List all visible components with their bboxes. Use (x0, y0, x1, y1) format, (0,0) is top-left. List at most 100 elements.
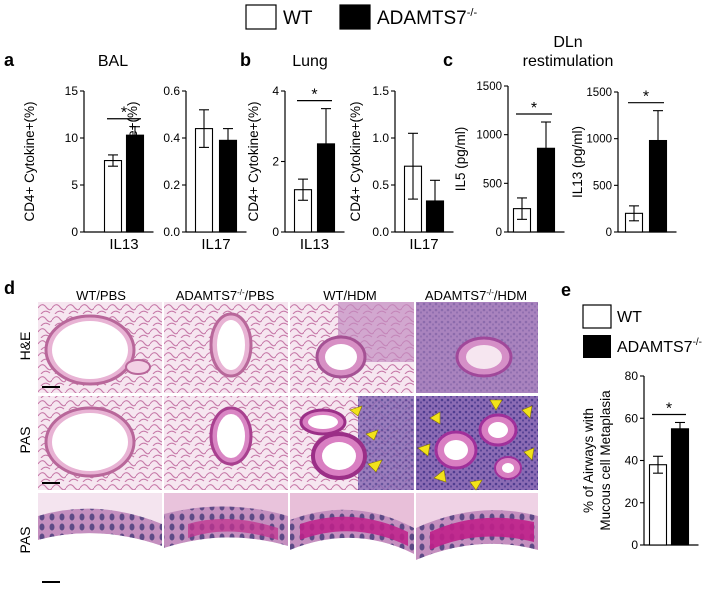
panel-letter-c: c (443, 50, 453, 70)
y-tick-label: 10 (65, 131, 79, 145)
chart-e1: 0 20 40 60 80 % of Airways with Mucous cell Me… (581, 369, 699, 552)
micro-col-header-3: ADAMTS7-/-/HDM (425, 288, 527, 303)
y-tick-label: 0.0 (372, 225, 389, 239)
scale-bar (42, 482, 60, 484)
y-tick-label: 1000 (476, 130, 502, 142)
micro-row-label-0: H&E (17, 332, 33, 361)
legend-ko-sup: -/- (467, 7, 478, 19)
y-axis-label: CD4+ Cytokine+(%) (22, 101, 37, 221)
panel-title-a: BAL (98, 53, 128, 70)
x-category-label: IL13 (300, 236, 329, 253)
y-tick-label: 0 (606, 227, 612, 239)
significance-star: * (643, 89, 649, 106)
micro-row-label-1: PAS (17, 427, 33, 454)
x-category-label: IL13 (109, 236, 138, 253)
legend-wt-label: WT (283, 8, 313, 29)
legend-ko-label: ADAMTS7-/- (377, 7, 477, 29)
tile-he-wt-hdm (290, 302, 414, 393)
tile-pas-hi-wt-hdm (290, 493, 414, 589)
y-tick-label: 1500 (586, 87, 612, 99)
chart-b1: 0 2 4 CD4+ Cytokine+(%) * IL13 (246, 84, 345, 253)
y-tick-label: 4 (272, 84, 279, 98)
tile-pas-hi-wt-pbs (38, 493, 162, 589)
y-tick-label: 0 (71, 225, 78, 239)
arrow-icon (469, 479, 483, 491)
x-category-label: IL17 (201, 236, 230, 253)
scale-bar (42, 581, 60, 583)
y-tick-label: 500 (483, 178, 502, 190)
y-tick-label: 20 (625, 496, 639, 510)
legend-e: WT ADAMTS7-/- (582, 304, 702, 358)
legend-e-wt-label: WT (617, 309, 642, 326)
y-axis-label: CD4+ Cytokine+(%) (246, 101, 261, 221)
yellow-arrows (349, 399, 535, 491)
arrow-icon (417, 443, 431, 457)
panel-title-c-line2: restimulation (523, 53, 614, 70)
chart-c1: 0 500 1000 1500 IL5 (pg/ml) * (453, 81, 565, 239)
arrow-icon (429, 411, 441, 425)
bar-ko (218, 139, 238, 233)
micro-row-label-2: PAS (17, 527, 33, 554)
micro-column-headers: WT/PBS ADAMTS7-/-/PBS WT/HDM ADAMTS7-/-/… (76, 288, 527, 303)
panel-letter-a: a (4, 50, 15, 70)
significance-star: * (531, 100, 537, 117)
y-tick-label: 0 (631, 538, 638, 552)
micrograph-svg (38, 302, 538, 589)
tile-he-ko-hdm (416, 302, 538, 393)
micro-col-header-1: ADAMTS7-/-/PBS (176, 288, 275, 303)
arrow-icon (489, 399, 503, 411)
y-axis-label: % of Airways with Mucous cell Metaplasia (581, 390, 613, 531)
y-tick-label: 0.0 (163, 225, 180, 239)
panel-title-c-line1: DLn (553, 34, 582, 51)
y-tick-label: 80 (625, 369, 639, 383)
legend-ko-swatch (339, 4, 371, 30)
bar-wt (648, 464, 668, 546)
arrow-icon (349, 405, 363, 417)
y-axis-label: IL5 (pg/ml) (453, 127, 468, 192)
x-category-label: IL17 (409, 236, 438, 253)
y-tick-label: 15 (65, 84, 79, 98)
legend-e-ko-swatch (583, 335, 611, 358)
legend-e-wt-swatch (582, 304, 612, 329)
significance-star: * (666, 400, 672, 417)
panel-letter-e: e (561, 280, 571, 300)
bar-ko (536, 147, 556, 233)
arrow-icon (521, 405, 533, 419)
micro-col-header-2: WT/HDM (323, 288, 376, 303)
micro-col-header-0: WT/PBS (76, 288, 126, 303)
y-axis-label: IL13 (pg/ml) (570, 126, 585, 198)
y-tick-label: 2 (272, 155, 279, 169)
y-tick-label: 0.4 (163, 131, 180, 145)
y-axis-label: CD4+ Cytokine+(%) (348, 101, 363, 221)
panel-title-b: Lung (292, 53, 328, 70)
tile-he-wt-pbs (38, 302, 162, 393)
bar-ko (425, 200, 445, 233)
y-tick-label: 0 (496, 227, 502, 239)
panel-letter-b: b (240, 50, 251, 70)
significance-star: * (311, 87, 317, 104)
y-tick-label: 0.2 (163, 178, 180, 192)
scale-bar (42, 386, 60, 388)
legend-top: WT ADAMTS7-/- (245, 4, 477, 30)
panel-letter-d: d (4, 278, 15, 298)
legend-e-ko-sup: -/- (693, 337, 702, 348)
significance-star: * (121, 105, 127, 122)
bar-wt (103, 160, 123, 233)
tile-pas-wt-pbs (38, 396, 162, 490)
y-tick-label: 500 (593, 180, 612, 192)
chart-a2: 0.0 0.2 0.4 0.6 CD4+ Cytokine+(%) IL17 (125, 84, 247, 253)
arrow-icon (365, 429, 379, 441)
tile-pas-ko-pbs (164, 396, 288, 490)
tile-pas-hi-ko-hdm (416, 493, 538, 589)
legend-e-ko-label: ADAMTS7-/- (617, 337, 702, 356)
y-axis-label: CD4+ Cytokine+(%) (125, 101, 140, 221)
bar-ko (316, 143, 336, 233)
tile-pas-wt-hdm (290, 396, 414, 490)
chart-c2: 0 500 1000 1500 IL13 (pg/ml) * (570, 87, 677, 239)
y-tick-label: 60 (625, 411, 639, 425)
arrow-icon (433, 469, 447, 483)
y-tick-label: 0 (272, 225, 279, 239)
